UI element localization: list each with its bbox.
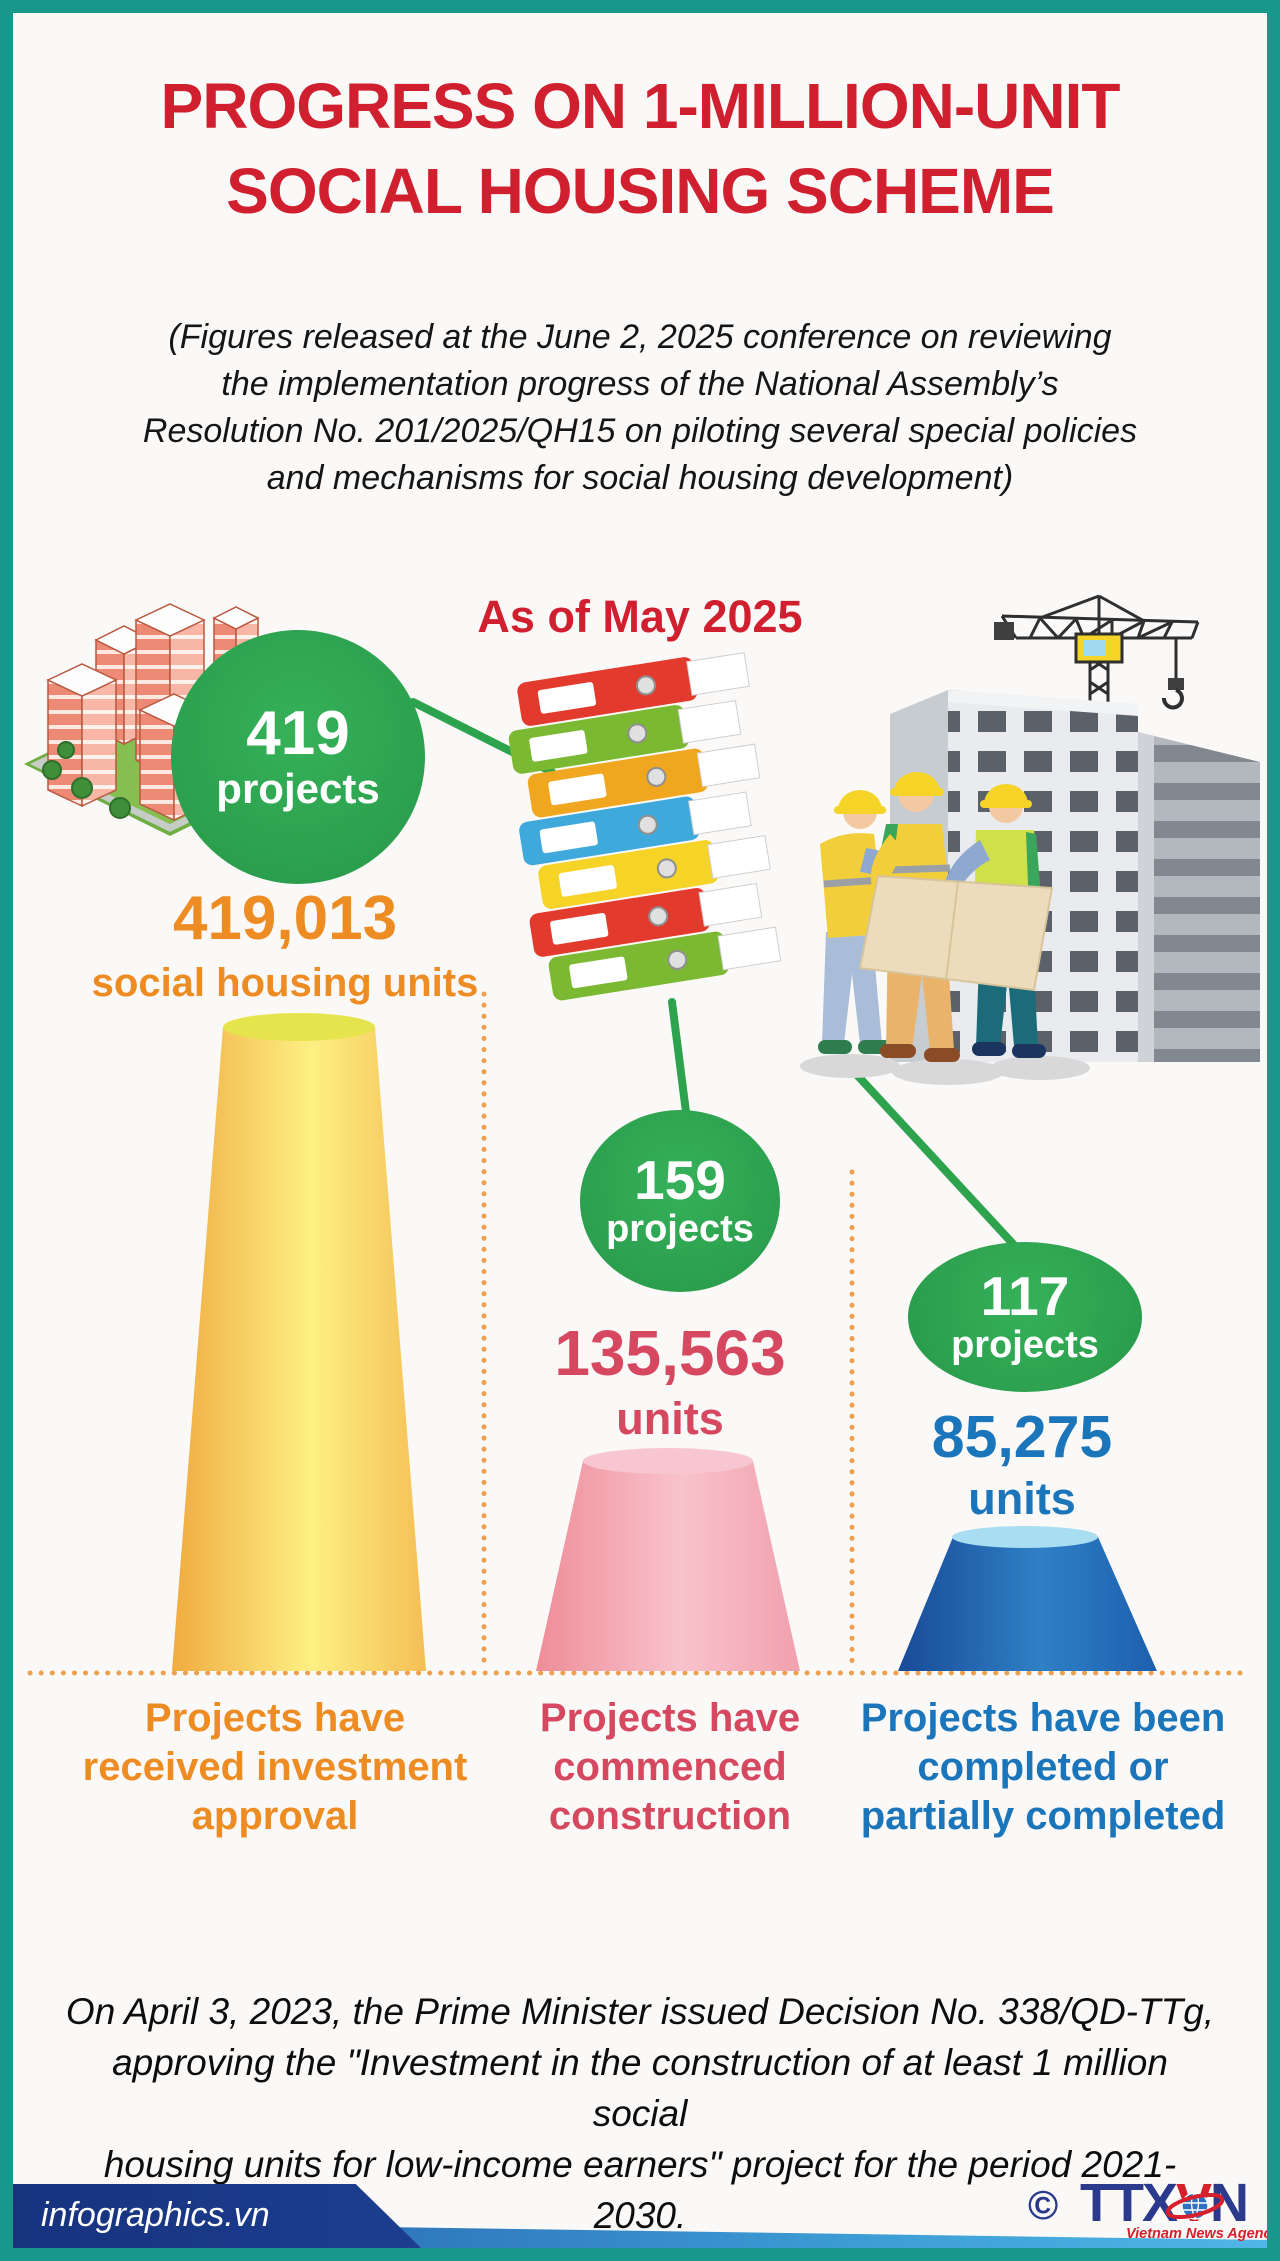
completed-projects-bubble: 117 projects: [908, 1242, 1142, 1392]
page-title: PROGRESS ON 1-MILLION-UNIT SOCIAL HOUSIN…: [30, 64, 1250, 234]
crane-icon: [994, 594, 1200, 754]
construction-site-illustration: [740, 582, 1260, 1087]
agency-name: Vietnam News Agency: [1126, 2226, 1280, 2242]
dotted-separators: [27, 991, 1253, 1676]
connector-line-completed: [841, 1058, 1019, 1250]
logo-n-letter: N: [1210, 2173, 1249, 2233]
category-line: received investment: [82, 1745, 468, 1789]
approved-units-block: 419,013 social housing units: [40, 886, 530, 1006]
completed-units-block: 85,275 units: [870, 1406, 1174, 1524]
category-line: Projects have: [144, 1696, 406, 1740]
building-under-construction-icon: [890, 690, 1260, 1062]
completed-projects-unit: projects: [951, 1323, 1099, 1366]
commenced-cone: [536, 1448, 800, 1671]
completed-cone: [898, 1526, 1157, 1671]
category-line: construction: [548, 1794, 792, 1838]
connector-line-commenced: [668, 998, 690, 1116]
approved-category-label: Projects have received investment approv…: [60, 1694, 490, 1841]
category-line: Projects have been: [860, 1696, 1226, 1740]
subtitle: (Figures released at the June 2, 2025 co…: [50, 314, 1230, 502]
commenced-units-label: units: [616, 1393, 724, 1444]
commenced-units-block: 135,563 units: [518, 1320, 822, 1444]
approved-cone: [172, 1013, 426, 1671]
category-line: commenced: [553, 1745, 787, 1789]
completed-projects-count: 117: [980, 1264, 1070, 1327]
commenced-projects-unit: projects: [606, 1207, 754, 1250]
subtitle-line: Resolution No. 201/2025/QH15 on piloting…: [142, 412, 1138, 450]
subtitle-line: the implementation progress of the Natio…: [221, 365, 1059, 403]
binders-stack-icon: [508, 652, 782, 1001]
binders-stack-illustration: [500, 652, 782, 1020]
as-of-date-label: As of May 2025: [477, 591, 803, 642]
approved-units-label: social housing units: [91, 961, 479, 1005]
site-name: infographics.vn: [41, 2196, 270, 2234]
site-banner: infographics.vn: [13, 2184, 421, 2248]
ground-shadows: [800, 1054, 1090, 1085]
footnote-line: approving the "Investment in the constru…: [112, 2042, 1168, 2134]
copyright-symbol: ©: [1028, 2182, 1059, 2228]
globe-icon: [1164, 2186, 1226, 2231]
blueprint-icon: [858, 874, 1054, 992]
category-line: Projects have: [539, 1696, 801, 1740]
commenced-projects-count: 159: [634, 1148, 726, 1211]
category-line: approval: [191, 1794, 359, 1838]
logo-ttx-letters: TTX: [1080, 2173, 1178, 2233]
completed-category-label: Projects have been completed or partiall…: [848, 1694, 1238, 1841]
page-title-line2: SOCIAL HOUSING SCHEME: [226, 155, 1055, 227]
commenced-category-label: Projects have commenced construction: [500, 1694, 840, 1841]
approved-units-value: 419,013: [172, 884, 398, 953]
subtitle-line: and mechanisms for social housing develo…: [266, 459, 1014, 497]
page-title-line1: PROGRESS ON 1-MILLION-UNIT: [160, 70, 1121, 142]
commenced-projects-bubble: 159 projects: [580, 1110, 780, 1292]
approved-projects-bubble: 419 projects: [171, 630, 425, 884]
subtitle-line: (Figures released at the June 2, 2025 co…: [168, 318, 1112, 356]
footnote-line: housing units for low-income earners" pr…: [103, 2144, 1177, 2236]
completed-units-label: units: [968, 1473, 1076, 1524]
completed-units-value: 85,275: [931, 1404, 1113, 1470]
commenced-units-value: 135,563: [554, 1317, 786, 1389]
approved-projects-count: 419: [246, 698, 350, 768]
footnote-line: On April 3, 2023, the Prime Minister iss…: [65, 1991, 1215, 2032]
approved-projects-unit: projects: [216, 765, 380, 813]
workers-icon: [818, 772, 1054, 1062]
category-line: completed or: [917, 1745, 1169, 1789]
category-line: partially completed: [860, 1794, 1226, 1838]
